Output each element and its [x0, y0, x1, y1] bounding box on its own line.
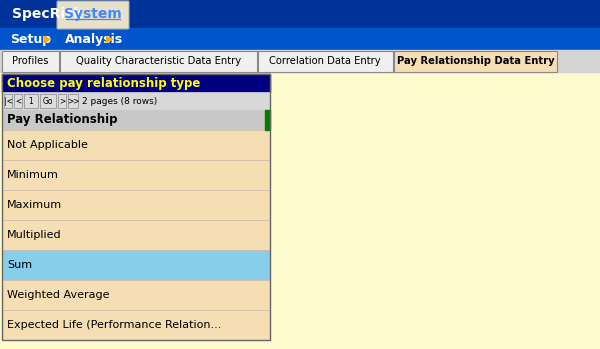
Text: |<: |< — [4, 97, 13, 105]
Text: Sum: Sum — [7, 260, 32, 270]
Bar — [2, 74, 270, 340]
Text: SpecRisk: SpecRisk — [12, 7, 82, 21]
Bar — [0, 72, 600, 349]
Text: Correlation Data Entry: Correlation Data Entry — [269, 57, 381, 67]
Text: Quality Characteristic Data Entry: Quality Characteristic Data Entry — [76, 57, 241, 67]
Text: Minimum: Minimum — [7, 170, 59, 180]
Text: Go: Go — [43, 97, 53, 105]
Text: Setup: Setup — [10, 32, 51, 45]
Text: >>: >> — [67, 97, 79, 105]
Text: Not Applicable: Not Applicable — [7, 140, 88, 150]
Text: Analysis: Analysis — [65, 32, 123, 45]
Text: Expected Life (Performance Relation...: Expected Life (Performance Relation... — [7, 320, 221, 330]
Bar — [60, 51, 257, 72]
Bar — [0, 50, 600, 72]
Bar — [2, 190, 270, 220]
Text: Pay Relationship: Pay Relationship — [7, 113, 118, 126]
Text: Multiplied: Multiplied — [7, 230, 62, 240]
Text: Weighted Average: Weighted Average — [7, 290, 110, 300]
Bar — [58, 94, 66, 108]
Bar — [2, 280, 270, 310]
Text: Choose pay relationship type: Choose pay relationship type — [7, 76, 200, 89]
Bar — [4, 94, 12, 108]
Bar — [14, 94, 22, 108]
Text: 1: 1 — [29, 97, 34, 105]
Text: ▶: ▶ — [106, 34, 113, 44]
Bar — [2, 160, 270, 190]
Text: 2 pages (8 rows): 2 pages (8 rows) — [82, 97, 157, 105]
Bar — [2, 310, 270, 340]
FancyBboxPatch shape — [57, 1, 129, 29]
Text: ▶: ▶ — [44, 34, 52, 44]
Text: System: System — [64, 7, 122, 21]
Text: Maximum: Maximum — [7, 200, 62, 210]
Bar — [257, 51, 393, 72]
Bar — [24, 94, 38, 108]
Bar — [0, 28, 600, 50]
Bar — [2, 51, 59, 72]
Text: <: < — [15, 97, 21, 105]
Bar — [265, 110, 270, 130]
Bar — [2, 220, 270, 250]
Bar — [394, 51, 557, 72]
Bar — [2, 74, 270, 92]
Text: Profiles: Profiles — [12, 57, 49, 67]
Bar — [2, 250, 270, 280]
Bar — [68, 94, 78, 108]
Bar — [2, 92, 270, 110]
Text: Pay Relationship Data Entry: Pay Relationship Data Entry — [397, 57, 554, 67]
Bar — [0, 0, 600, 28]
Bar — [2, 110, 270, 130]
Bar — [40, 94, 56, 108]
Text: >: > — [59, 97, 65, 105]
Bar — [2, 130, 270, 160]
